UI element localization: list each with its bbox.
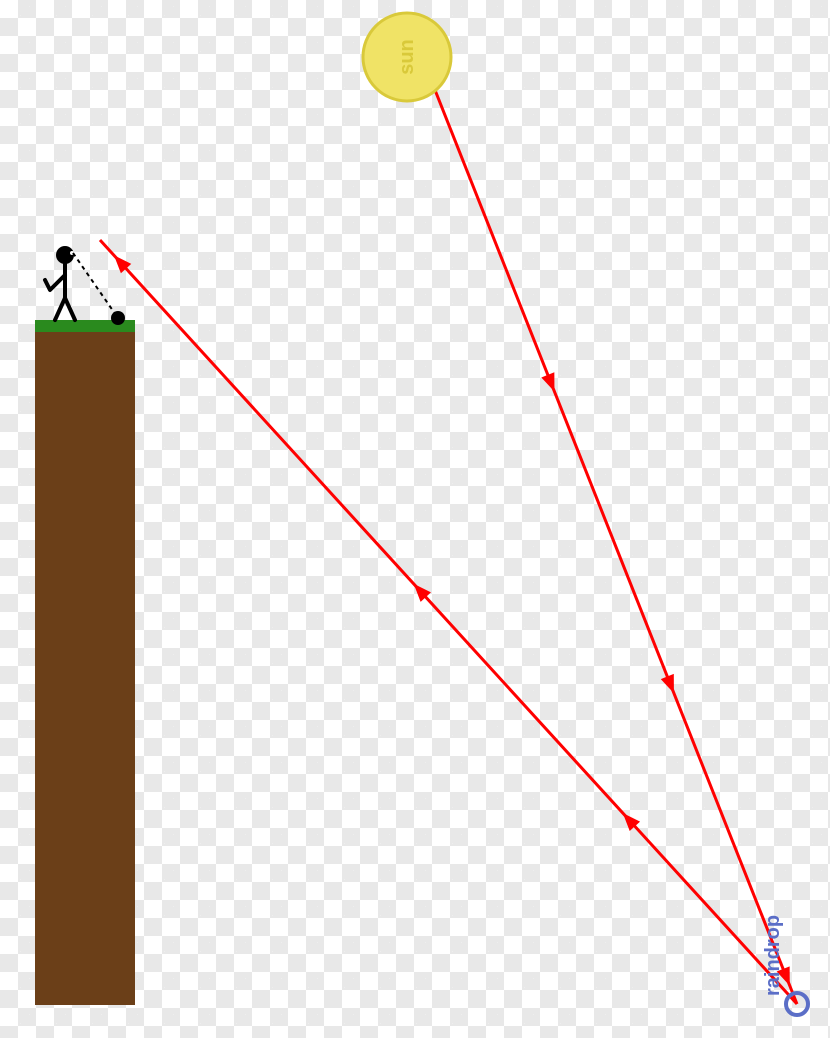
cliff [35,320,135,1005]
sight-line [73,253,125,325]
sun-icon: sun [363,13,451,101]
raindrop-label: raindrop [762,915,784,996]
observer-figure [45,246,75,320]
light-rays [100,90,797,1004]
sun-label: sun [396,39,418,75]
diagram-scene: sun raindrop [0,0,830,1038]
raindrop-icon: raindrop [762,915,808,1015]
